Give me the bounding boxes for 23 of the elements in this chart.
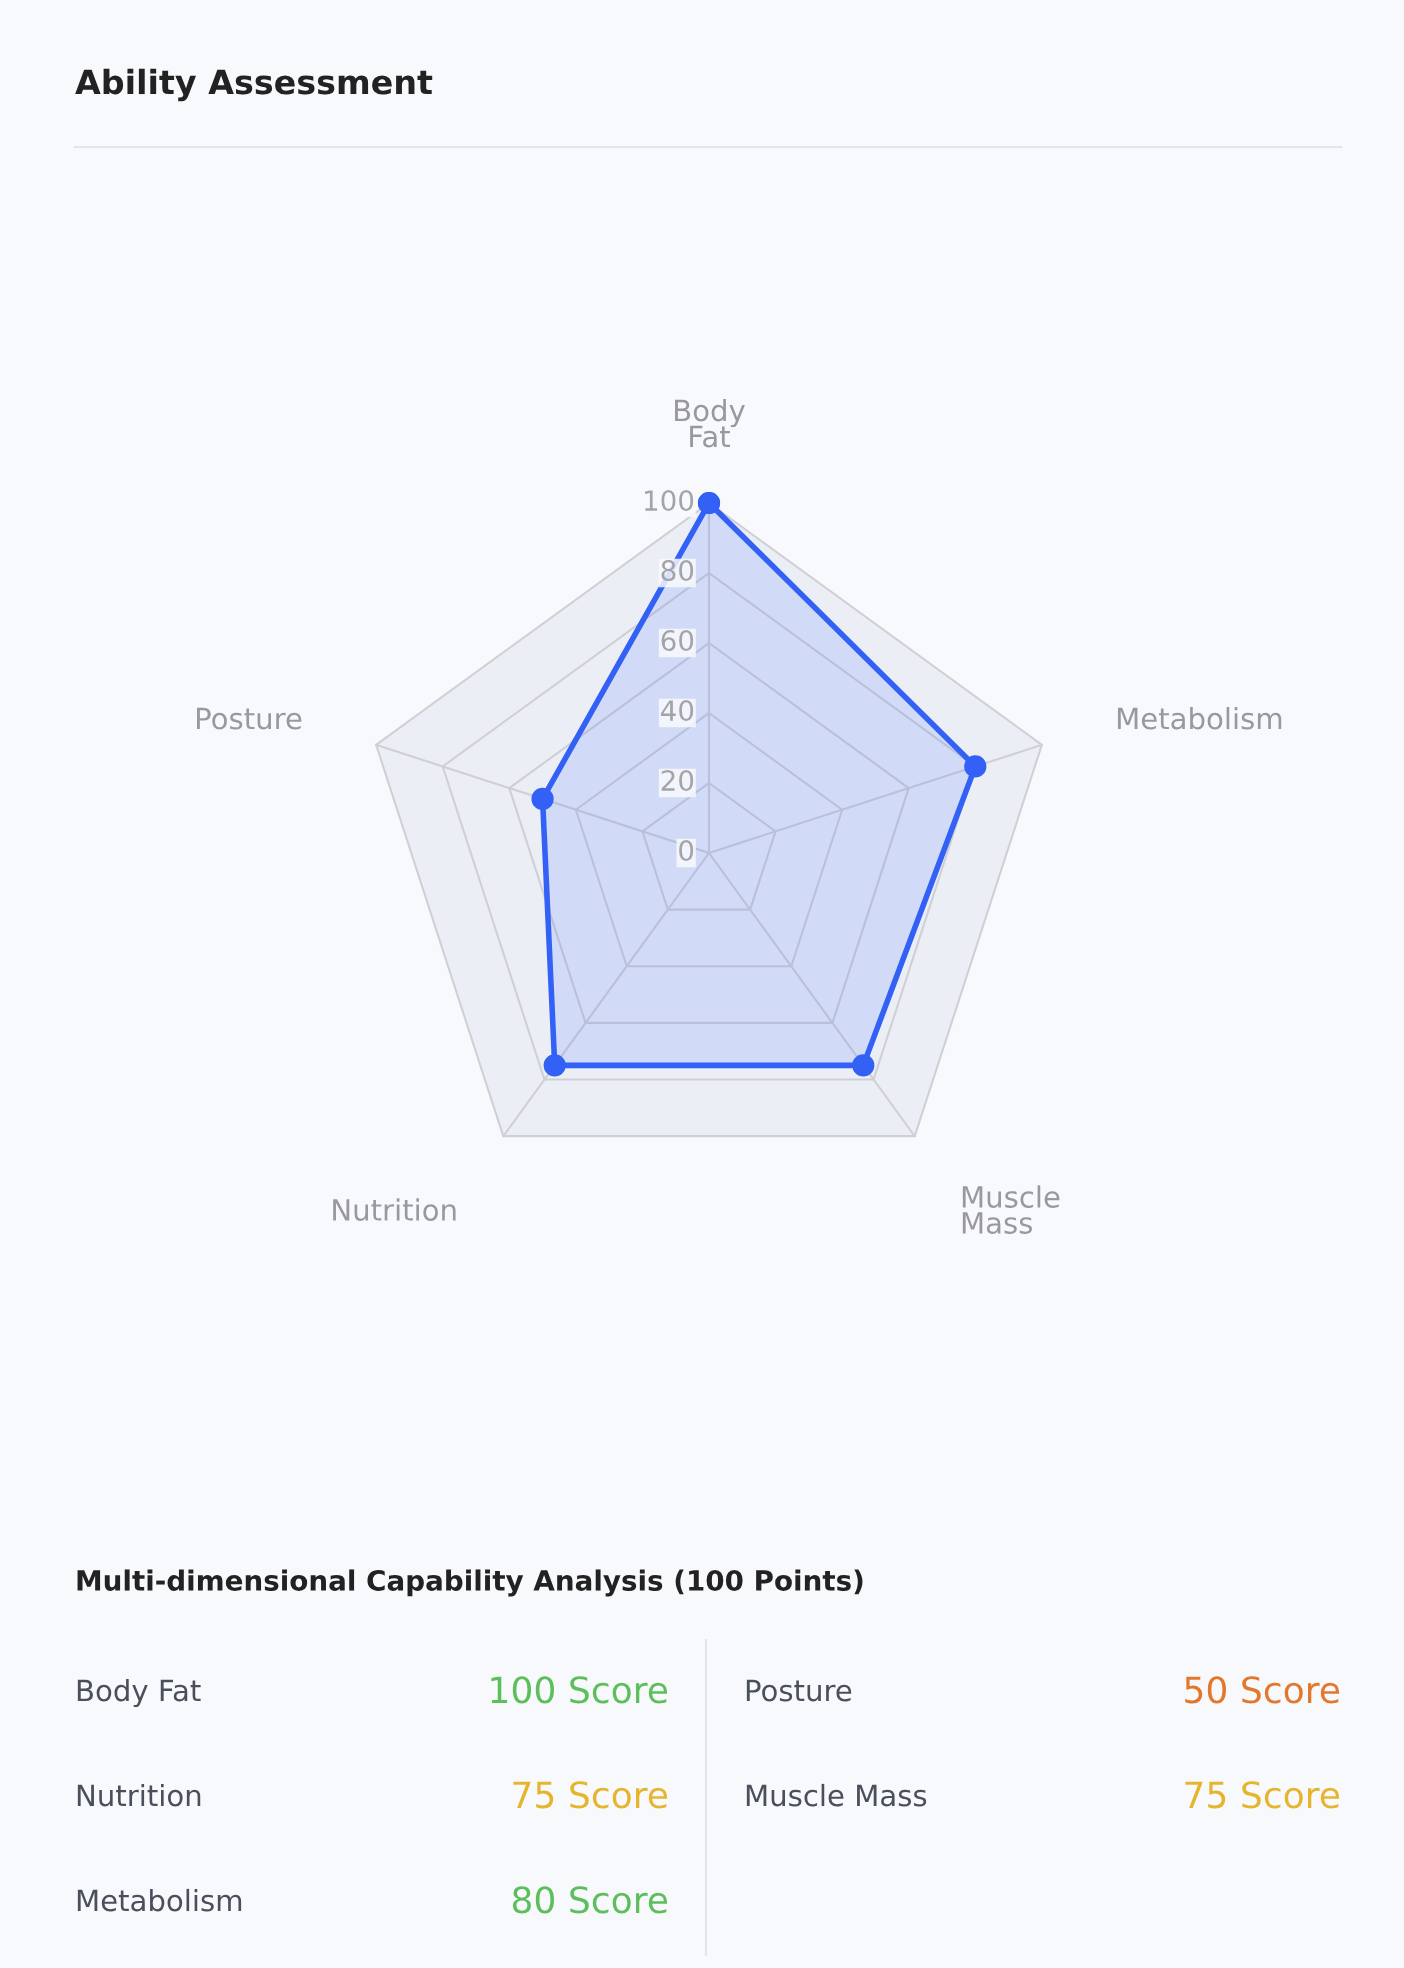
category-label: Metabolism: [77, 1888, 242, 1912]
spoke-label: Nutrition: [333, 1198, 456, 1221]
spoke-label: Posture: [196, 707, 302, 730]
y-tick-label: 20: [661, 770, 694, 792]
y-tick-label: 0: [679, 840, 694, 862]
text: 75 Score: [513, 1781, 668, 1809]
y-tick-label: 40: [661, 700, 694, 722]
text: 50 Score: [1185, 1676, 1340, 1704]
text: Multi-dimensional Capability Analysis (100 Points): [77, 1569, 863, 1597]
category-label: Muscle Mass: [746, 1783, 927, 1807]
text: 100 Score: [491, 1676, 668, 1704]
spoke-label: Body Fat: [675, 398, 745, 448]
spoke-label: Muscle Mass: [962, 1185, 1060, 1234]
text: 75 Score: [1185, 1781, 1340, 1809]
y-tick-label: 60: [661, 630, 694, 652]
category-label: Posture: [746, 1679, 852, 1702]
y-tick-label: 100: [645, 490, 694, 512]
spoke-label: Metabolism: [1117, 706, 1282, 730]
chart-title: Ability Assessment: [75, 68, 433, 102]
category-label: Body Fat: [77, 1678, 201, 1708]
y-tick-label: 80: [661, 560, 694, 582]
category-label: Nutrition: [77, 1783, 201, 1807]
text: 80 Score: [512, 1886, 668, 1914]
